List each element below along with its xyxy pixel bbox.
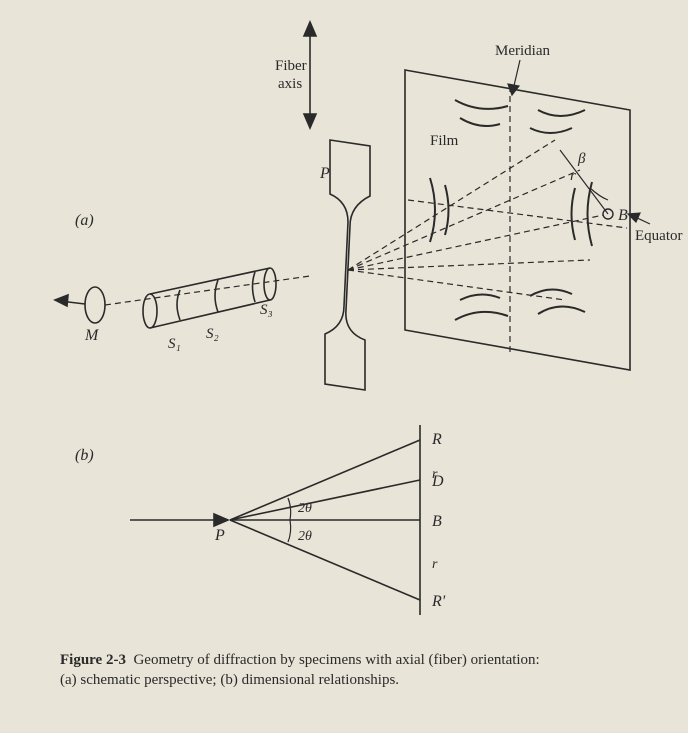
ray-3 <box>348 260 590 270</box>
figure-caption: Figure 2-3 Geometry of diffraction by sp… <box>60 650 648 691</box>
subfigure-a: (a) Fiber axis Film Meridian Equator <box>55 22 682 390</box>
beam-line-in <box>105 276 310 305</box>
S1-label: S₁ <box>168 336 181 352</box>
specimen-holder <box>325 140 370 390</box>
M-label: M <box>84 327 100 344</box>
caption-a-text: (a) schematic perspective; <box>60 672 217 688</box>
r-label-bot: r <box>432 557 438 572</box>
collimator <box>143 268 276 328</box>
equator-arrow <box>628 213 650 224</box>
equator-line <box>408 200 627 228</box>
two-theta-top: 2θ <box>298 501 312 516</box>
PR-line <box>230 440 420 520</box>
P-label-b: P <box>214 527 225 544</box>
ray-2 <box>348 170 580 270</box>
fiber-axis-arrow <box>304 22 316 128</box>
PD-line <box>230 480 420 520</box>
meridian-label: Meridian <box>495 43 550 59</box>
caption-b-text: (b) dimensional relationships. <box>220 672 399 688</box>
label-b: (b) <box>75 447 94 464</box>
beam-b <box>130 514 228 526</box>
label-a: (a) <box>75 212 94 229</box>
r-label-a: r <box>570 168 576 184</box>
two-theta-bot: 2θ <box>298 529 312 544</box>
B-label-b: B <box>432 513 442 530</box>
S2-label: S₂ <box>206 326 219 342</box>
PRprime-line <box>230 520 420 600</box>
film-plane <box>405 70 630 370</box>
film-label: Film <box>430 133 459 149</box>
equator-label: Equator <box>635 228 682 244</box>
diffraction-geometry-svg: (a) Fiber axis Film Meridian Equator <box>0 0 688 640</box>
fiber-axis-label-1: Fiber <box>275 58 307 74</box>
beta-label: β <box>577 151 586 167</box>
xray-source <box>85 287 105 323</box>
P-label: P <box>319 165 330 182</box>
B-label-a: B <box>618 207 628 224</box>
subfigure-b: (b) P 2θ 2θ R D B R' r r <box>75 425 446 615</box>
caption-fig-number: Figure 2-3 <box>60 652 126 668</box>
figure-diagram: (a) Fiber axis Film Meridian Equator <box>0 0 688 640</box>
R-label: R <box>431 431 442 448</box>
Rprime-label: R' <box>431 593 446 610</box>
caption-main-text: Geometry of diffraction by specimens wit… <box>133 652 539 668</box>
S3-label: S₃ <box>260 302 273 318</box>
fiber-axis-label-2: axis <box>278 76 302 92</box>
xray-source-arrow <box>55 295 85 306</box>
r-label-top: r <box>432 467 438 482</box>
beam-line-PB <box>348 214 608 270</box>
